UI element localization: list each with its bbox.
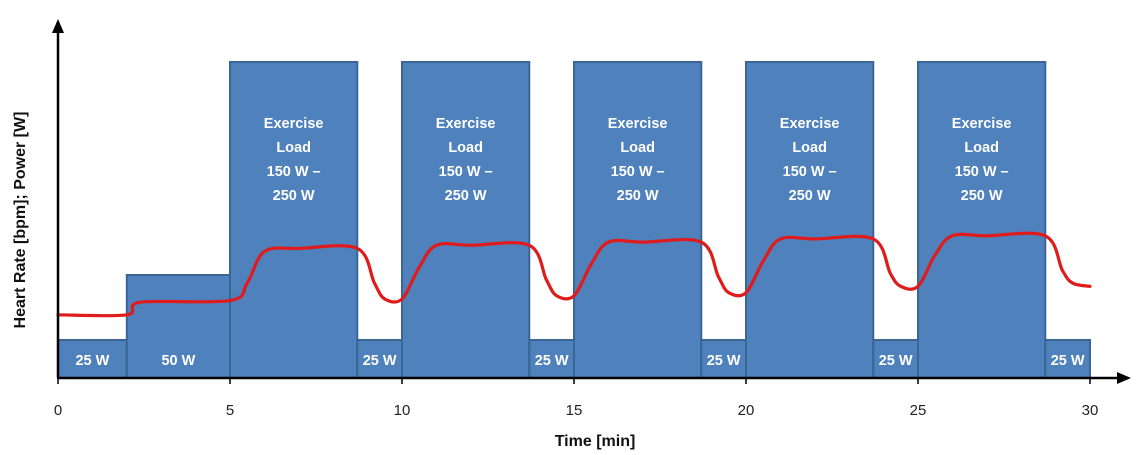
- power-block-label: 150 W –: [439, 164, 493, 180]
- power-block-mid: [125, 274, 231, 379]
- y-axis-label: Heart Rate [bpm]; Power [W]: [12, 112, 29, 329]
- x-tick-label: 10: [394, 402, 411, 419]
- power-block-label: 150 W –: [611, 164, 665, 180]
- power-block-label: 25 W: [75, 353, 109, 369]
- power-block-label: Exercise: [264, 116, 324, 132]
- heart-rate-curve: [56, 231, 1092, 318]
- power-block-label: 25 W: [363, 353, 397, 369]
- power-block-label: 150 W –: [267, 164, 321, 180]
- x-axis-label: Time [min]: [555, 433, 636, 450]
- x-tick-label: 0: [54, 402, 62, 419]
- power-block-label: 150 W –: [783, 164, 837, 180]
- power-block-label: Load: [620, 140, 655, 156]
- power-block-label: Load: [276, 140, 311, 156]
- power-blocks: [57, 61, 1092, 379]
- power-block-label: 25 W: [879, 353, 913, 369]
- power-block-label: 50 W: [161, 353, 195, 369]
- power-block-label: 250 W: [961, 188, 1003, 204]
- power-block-high: [917, 61, 1047, 379]
- x-tick-label: 15: [566, 402, 583, 419]
- x-tick-label: 25: [910, 402, 927, 419]
- power-block-label: 250 W: [445, 188, 487, 204]
- power-block-high: [573, 61, 703, 379]
- power-block-high: [745, 61, 875, 379]
- power-block-label: Load: [792, 140, 827, 156]
- power-block-labels: 25 W 50 W Exercise Load 150 W – 250 W 25 W Exer…: [75, 116, 1084, 369]
- power-block-label: 250 W: [789, 188, 831, 204]
- power-block-label: 25 W: [1051, 353, 1085, 369]
- x-tick-labels: 0 5 10 15 20 25 30: [54, 378, 1099, 419]
- heart-rate-curve-group: [56, 231, 1092, 318]
- power-block-label: Exercise: [780, 116, 840, 132]
- power-block-label: 25 W: [535, 353, 569, 369]
- power-block-label: 25 W: [707, 353, 741, 369]
- power-block-label: Exercise: [952, 116, 1012, 132]
- power-block-label: Load: [448, 140, 483, 156]
- x-tick-label: 20: [738, 402, 755, 419]
- power-block-high: [401, 61, 531, 379]
- x-tick-label: 30: [1082, 402, 1099, 419]
- power-block-label: Exercise: [608, 116, 668, 132]
- x-tick-label: 5: [226, 402, 234, 419]
- power-block-label: 250 W: [273, 188, 315, 204]
- power-block-label: Load: [964, 140, 999, 156]
- power-block-label: 250 W: [617, 188, 659, 204]
- power-block-label: Exercise: [436, 116, 496, 132]
- power-block-label: 150 W –: [955, 164, 1009, 180]
- power-block-high: [229, 61, 359, 379]
